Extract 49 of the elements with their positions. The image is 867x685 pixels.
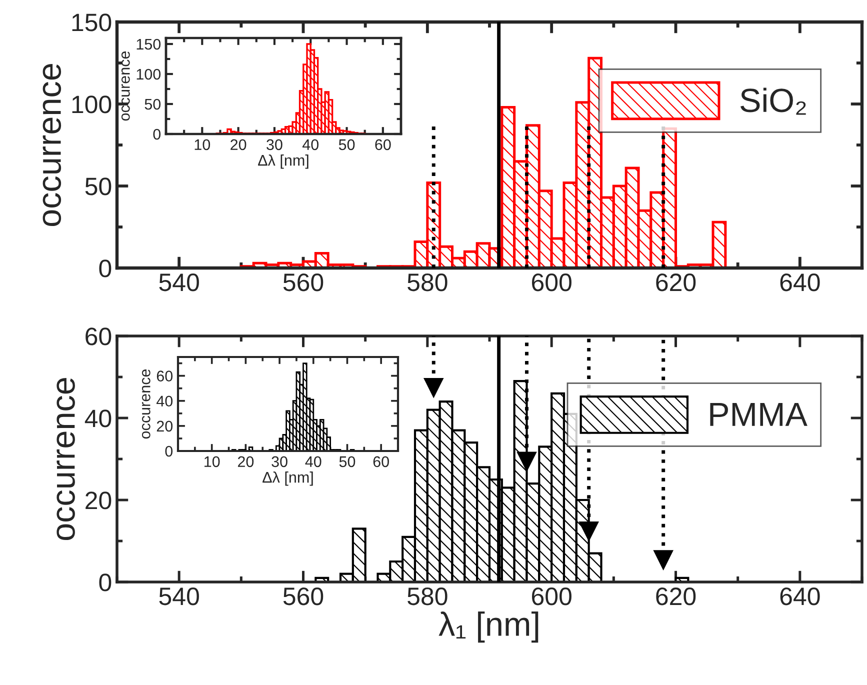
y-tick-label: 100 <box>72 96 112 114</box>
x-tick-label: 620 <box>656 274 696 292</box>
y-tick-label: 0 <box>99 260 112 278</box>
x-axis-title: λ₁ [nm] <box>438 612 538 643</box>
x-tick-label: 640 <box>780 588 820 606</box>
x-tick-label: 600 <box>532 274 572 292</box>
x-tick-label: 560 <box>283 588 324 606</box>
x-axis-title: Δλ [nm] <box>262 471 313 486</box>
x-tick-label: 20 <box>238 456 254 468</box>
x-tick-label: 540 <box>159 588 199 606</box>
x-tick-label: 20 <box>230 139 246 150</box>
y-tick-label: 150 <box>136 38 161 50</box>
y-tick-label: 50 <box>85 178 112 196</box>
y-tick-label: 20 <box>156 420 173 432</box>
legend-label: SiO₂ <box>740 88 806 115</box>
x-tick-label: 10 <box>204 456 220 468</box>
x-tick-label: 40 <box>302 139 319 150</box>
y-axis-title: occurrence <box>42 64 62 226</box>
x-tick-label: 50 <box>338 139 355 150</box>
y-tick-label: 0 <box>165 446 173 457</box>
y-axis-title: occurrence <box>56 378 75 540</box>
y-tick-label: 150 <box>72 14 112 32</box>
x-tick-label: 600 <box>532 588 572 606</box>
x-tick-label: 580 <box>408 274 448 292</box>
x-tick-label: 540 <box>159 274 199 292</box>
x-tick-label: 50 <box>339 456 356 468</box>
x-tick-label: 30 <box>266 139 282 150</box>
y-axis-title: occurence <box>121 51 130 121</box>
y-tick-label: 60 <box>86 328 112 346</box>
x-tick-label: 30 <box>272 456 288 468</box>
legend-label: PMMA <box>710 402 808 426</box>
y-tick-label: 50 <box>144 98 161 110</box>
y-tick-label: 100 <box>136 68 161 80</box>
y-tick-label: 40 <box>156 396 173 407</box>
x-tick-label: 560 <box>283 274 324 292</box>
x-axis-title: Δλ [nm] <box>258 154 308 169</box>
x-tick-label: 580 <box>408 588 448 606</box>
y-tick-label: 0 <box>153 128 161 140</box>
x-tick-label: 10 <box>194 139 210 150</box>
y-axis-title: occurence <box>142 369 150 439</box>
y-tick-label: 0 <box>99 574 112 592</box>
x-tick-label: 60 <box>375 139 391 150</box>
x-tick-label: 40 <box>305 456 322 468</box>
x-tick-label: 640 <box>780 274 820 292</box>
x-tick-label: 620 <box>656 588 696 606</box>
y-tick-label: 40 <box>84 410 112 428</box>
y-tick-label: 60 <box>156 370 173 382</box>
y-tick-label: 20 <box>86 492 112 510</box>
x-tick-label: 60 <box>373 456 389 468</box>
